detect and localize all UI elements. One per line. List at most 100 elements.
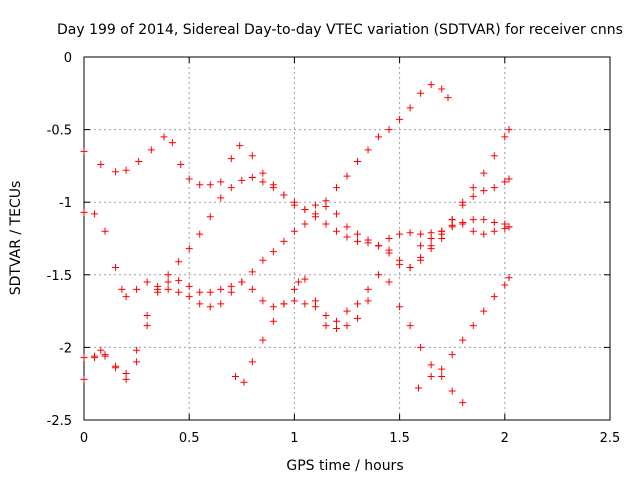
- tick-labels: 0 0.5 1 1.5 2 2.5 0 -0.5 -1 -1.5 -2 -2.5: [47, 51, 621, 446]
- data-point-marker: [480, 307, 488, 315]
- x-tick-label: 1: [290, 431, 298, 446]
- data-point-marker: [280, 191, 288, 199]
- data-point-marker: [448, 216, 456, 224]
- data-point-marker: [438, 365, 446, 373]
- data-point-marker: [396, 303, 404, 311]
- data-point-marker: [238, 278, 246, 286]
- data-point-marker: [196, 230, 204, 238]
- data-point-marker: [332, 325, 340, 333]
- y-tick-label: 0: [64, 51, 72, 66]
- y-tick-label: -2.5: [47, 414, 72, 429]
- series-6: [231, 271, 467, 407]
- x-tick-label: 2.5: [600, 431, 621, 446]
- data-point-marker: [280, 300, 288, 308]
- data-point-marker: [375, 271, 383, 279]
- data-point-marker: [385, 126, 393, 134]
- data-point-marker: [112, 168, 120, 176]
- data-point-marker: [248, 285, 256, 293]
- data-point-marker: [259, 178, 267, 186]
- x-axis-label: GPS time / hours: [286, 458, 403, 474]
- data-point-marker: [290, 297, 298, 305]
- data-point-marker: [101, 227, 109, 235]
- data-point-marker: [80, 354, 88, 362]
- data-point-marker: [133, 285, 141, 293]
- data-point-marker: [311, 213, 319, 221]
- data-point-marker: [505, 223, 513, 231]
- data-point-marker: [322, 203, 330, 211]
- data-point-marker: [248, 174, 256, 182]
- data-point-marker: [505, 126, 513, 134]
- data-point-marker: [164, 285, 172, 293]
- data-point-marker: [122, 375, 130, 383]
- data-point-marker: [122, 166, 130, 174]
- data-point-marker: [101, 351, 109, 359]
- y-tick-label: -1: [59, 196, 72, 211]
- data-point-marker: [122, 293, 130, 301]
- x-tick-label: 0: [80, 431, 88, 446]
- data-point-marker: [332, 184, 340, 192]
- data-point-marker: [269, 303, 277, 311]
- data-point-marker: [143, 311, 151, 319]
- data-point-marker: [168, 139, 176, 147]
- data-point-marker: [343, 172, 351, 180]
- data-point-marker: [501, 178, 509, 186]
- data-point-marker: [406, 104, 414, 112]
- data-point-marker: [97, 346, 105, 354]
- data-point-marker: [301, 220, 309, 228]
- data-point-marker: [301, 300, 309, 308]
- data-point-marker: [480, 169, 488, 177]
- data-point-marker: [406, 322, 414, 330]
- data-point-marker: [469, 227, 477, 235]
- data-point-marker: [469, 192, 477, 200]
- data-point-marker: [375, 242, 383, 250]
- data-point-marker: [80, 375, 88, 383]
- data-point-marker: [459, 220, 467, 228]
- y-axis-label: SDTVAR / TECUs: [8, 181, 24, 296]
- data-point-marker: [311, 201, 319, 209]
- data-point-marker: [217, 285, 225, 293]
- data-point-marker: [112, 362, 120, 370]
- data-point-marker: [406, 264, 414, 272]
- data-point-marker: [112, 264, 120, 272]
- data-point-marker: [227, 282, 235, 290]
- data-point-marker: [143, 322, 151, 330]
- data-point-marker: [385, 235, 393, 242]
- data-point-marker: [80, 208, 88, 216]
- data-point-marker: [459, 336, 467, 344]
- data-point-marker: [160, 133, 168, 141]
- data-point-marker: [196, 288, 204, 296]
- plot-area-frame: [83, 56, 611, 421]
- data-point-marker: [469, 322, 477, 330]
- data-point-marker: [480, 230, 488, 238]
- data-point-marker: [91, 354, 99, 362]
- data-point-marker: [448, 351, 456, 359]
- data-point-marker: [164, 278, 172, 286]
- data-point-marker: [175, 258, 183, 266]
- data-point-marker: [375, 133, 383, 141]
- chart-title: Day 199 of 2014, Sidereal Day-to-day VTE…: [57, 22, 623, 38]
- data-point-marker: [227, 155, 235, 163]
- data-point-marker: [269, 248, 277, 256]
- data-point-marker: [135, 158, 143, 166]
- x-tick-label: 1.5: [389, 431, 410, 446]
- data-point-marker: [196, 181, 204, 189]
- data-point-marker: [343, 322, 351, 330]
- data-point-marker: [396, 230, 404, 238]
- data-point-marker: [206, 181, 214, 189]
- data-point-marker: [427, 242, 435, 250]
- x-tick-label: 0.5: [179, 431, 200, 446]
- data-point-marker: [448, 387, 456, 395]
- data-point-marker: [501, 133, 509, 141]
- data-point-marker: [322, 322, 330, 330]
- data-point-marker: [480, 187, 488, 195]
- y-tick-label: -0.5: [47, 124, 72, 139]
- data-point-marker: [80, 147, 88, 155]
- data-point-marker: [354, 300, 362, 308]
- data-point-marker: [227, 184, 235, 192]
- data-point-marker: [438, 227, 446, 235]
- data-point-marker: [385, 249, 393, 257]
- data-point-marker: [490, 152, 498, 160]
- data-point-marker: [364, 236, 372, 244]
- data-point-marker: [133, 358, 141, 366]
